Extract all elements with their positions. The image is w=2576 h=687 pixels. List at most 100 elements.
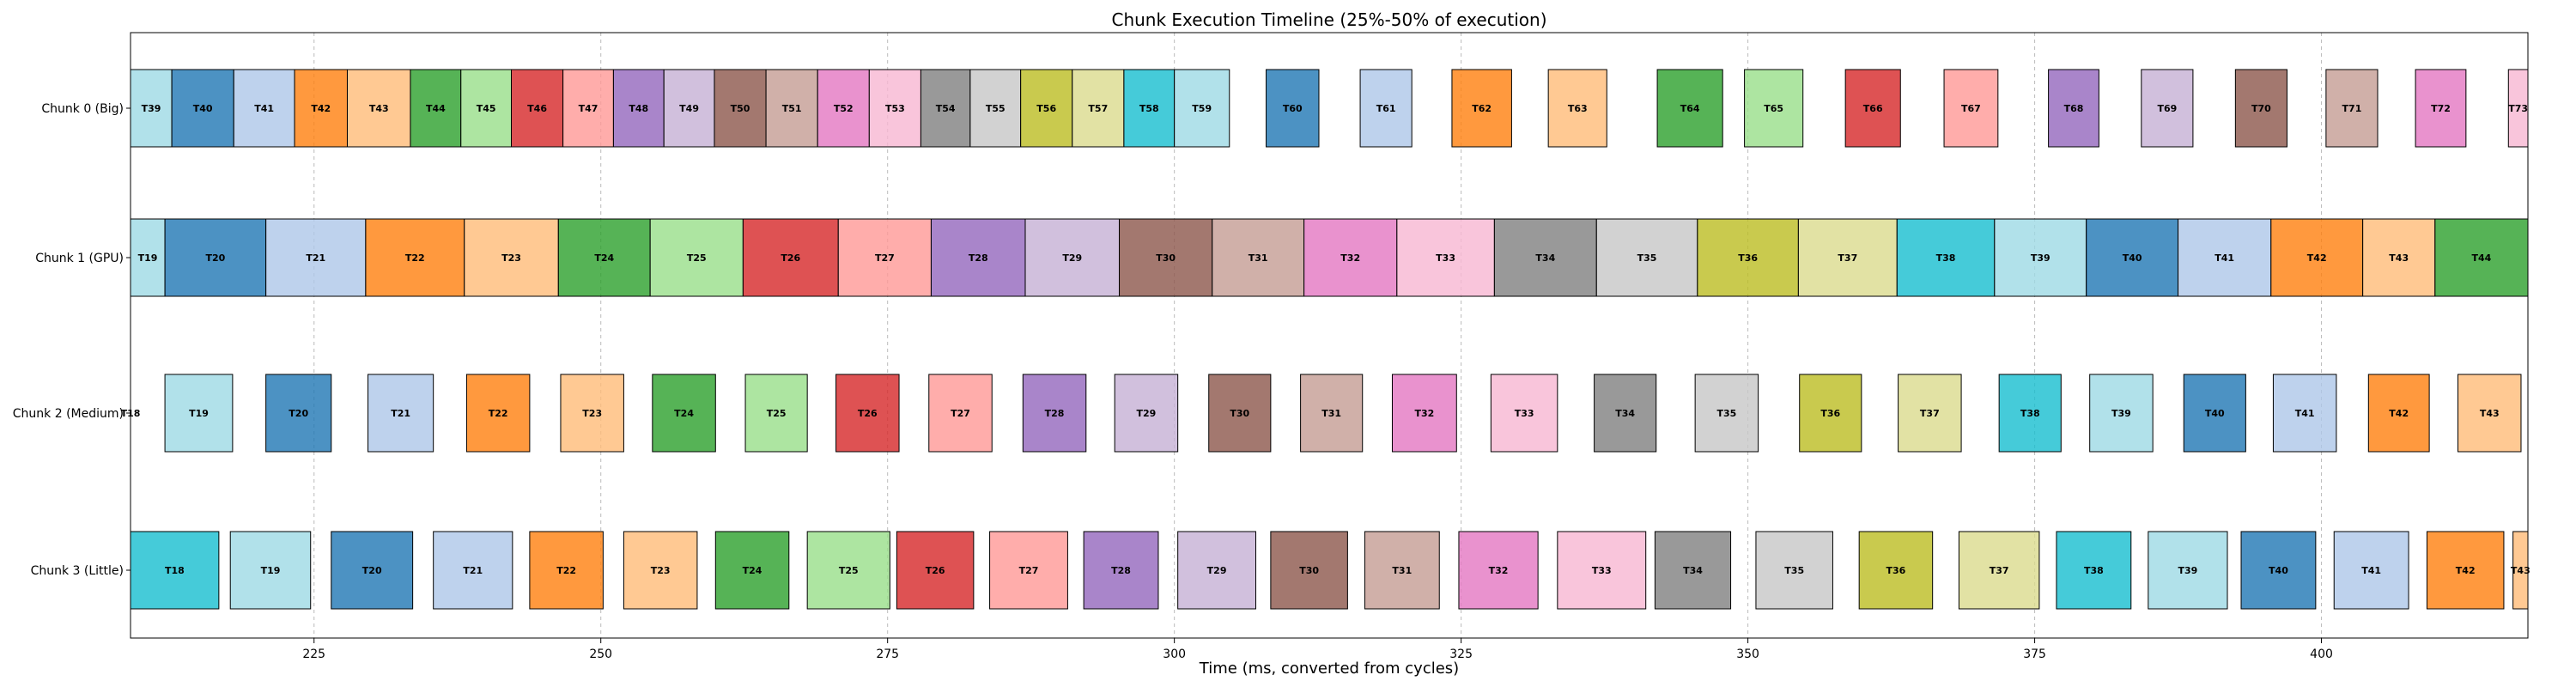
- task-label: T25: [687, 252, 707, 264]
- task-bar: [2434, 218, 2528, 297]
- task-bar: [1270, 531, 1348, 610]
- task-bar: [1654, 531, 1732, 610]
- task-label: T41: [2215, 252, 2234, 264]
- task-bar: [1844, 69, 1901, 148]
- task-label: T40: [2123, 252, 2142, 264]
- task-label: T31: [1392, 565, 1412, 576]
- task-label: T42: [311, 103, 331, 114]
- task-bar: [1493, 218, 1597, 297]
- task-bar: [1557, 531, 1647, 610]
- task-bar: [557, 218, 651, 297]
- task-bar: [2333, 531, 2409, 610]
- task-label: T60: [1283, 103, 1303, 114]
- task-label: T32: [1414, 408, 1434, 419]
- chart-title: Chunk Execution Timeline (25%-50% of exe…: [1111, 9, 1546, 30]
- task-label: T64: [1680, 103, 1700, 114]
- task-bar: [806, 531, 890, 610]
- task-label: T33: [1592, 565, 1612, 576]
- task-label: T26: [858, 408, 878, 419]
- x-axis-label: Time (ms, converted from cycles): [1199, 660, 1459, 678]
- task-bar: [346, 69, 411, 148]
- task-bar: [164, 374, 234, 453]
- task-label: T20: [289, 408, 308, 419]
- task-bar: [562, 69, 614, 148]
- task-label: T41: [2295, 408, 2315, 419]
- task-label: T49: [679, 103, 699, 114]
- task-label: T35: [1716, 408, 1736, 419]
- task-label: T22: [405, 252, 425, 264]
- task-bar: [1694, 374, 1759, 453]
- row-label: Chunk 1 (GPU): [35, 252, 124, 265]
- row-label: Chunk 3 (Little): [31, 564, 124, 578]
- task-label: T19: [138, 252, 158, 264]
- task-label: T31: [1321, 408, 1341, 419]
- task-label: T58: [1139, 103, 1159, 114]
- row-label: Chunk 0 (Big): [41, 102, 124, 116]
- task-bar: [742, 218, 839, 297]
- task-bar: [1458, 531, 1539, 610]
- task-bar: [2426, 531, 2505, 610]
- task-label: T28: [1111, 565, 1131, 576]
- task-label: T37: [1838, 252, 1857, 264]
- task-label: T68: [2064, 103, 2084, 114]
- task-bar: [1359, 69, 1413, 148]
- task-bar: [1212, 218, 1305, 297]
- task-label: T34: [1535, 252, 1555, 264]
- task-bar: [868, 69, 921, 148]
- task-label: T23: [501, 252, 521, 264]
- row-label: Chunk 2 (Medium): [13, 407, 124, 421]
- task-label: T20: [362, 565, 382, 576]
- task-label: T36: [1820, 408, 1840, 419]
- task-bar: [1697, 218, 1799, 297]
- task-bar: [1490, 374, 1558, 453]
- task-label: T21: [463, 565, 483, 576]
- task-bar: [837, 218, 932, 297]
- task-bar: [365, 218, 465, 297]
- task-bar: [2141, 69, 2194, 148]
- task-label: T26: [781, 252, 800, 264]
- task-label: T29: [1137, 408, 1157, 419]
- task-bar: [2325, 69, 2379, 148]
- task-label: T24: [674, 408, 694, 419]
- task-bar: [164, 218, 267, 297]
- task-label: T24: [743, 565, 762, 576]
- task-bar: [1391, 374, 1457, 453]
- task-label: T44: [426, 103, 446, 114]
- task-bar: [744, 374, 808, 453]
- task-label: T52: [834, 103, 854, 114]
- task-bar: [1396, 218, 1495, 297]
- task-bar: [2234, 69, 2287, 148]
- task-label: T30: [1299, 565, 1319, 576]
- task-bar: [171, 69, 234, 148]
- task-label: T43: [2511, 565, 2530, 576]
- task-bar: [2458, 374, 2522, 453]
- task-label: T22: [489, 408, 508, 419]
- task-label: T27: [1019, 565, 1039, 576]
- task-bar: [2089, 374, 2154, 453]
- task-label: T69: [2157, 103, 2177, 114]
- task-label: T45: [477, 103, 496, 114]
- task-bar: [1266, 69, 1320, 148]
- task-label: T29: [1207, 565, 1227, 576]
- task-label: T38: [2020, 408, 2040, 419]
- task-bar: [265, 218, 367, 297]
- task-label: T27: [875, 252, 895, 264]
- task-label: T43: [369, 103, 389, 114]
- x-tick-label: 375: [2023, 647, 2046, 661]
- task-label: T22: [556, 565, 576, 576]
- task-bar: [2086, 218, 2179, 297]
- task-label: T40: [2269, 565, 2288, 576]
- task-bar: [1858, 531, 1934, 610]
- task-bars: T39 T40 T41 T42 T43 T44 T45 T46 T47 T48 T49 T50 T51 T…: [121, 69, 2530, 610]
- task-label: T41: [254, 103, 274, 114]
- task-label: T32: [1489, 565, 1509, 576]
- task-label: T71: [2342, 103, 2362, 114]
- task-label: T29: [1062, 252, 1082, 264]
- task-bar: [433, 531, 513, 610]
- task-label: T54: [936, 103, 956, 114]
- task-label: T46: [527, 103, 547, 114]
- task-bar: [2270, 218, 2364, 297]
- task-bar: [1177, 531, 1257, 610]
- task-bar: [294, 69, 348, 148]
- task-bar: [1364, 531, 1440, 610]
